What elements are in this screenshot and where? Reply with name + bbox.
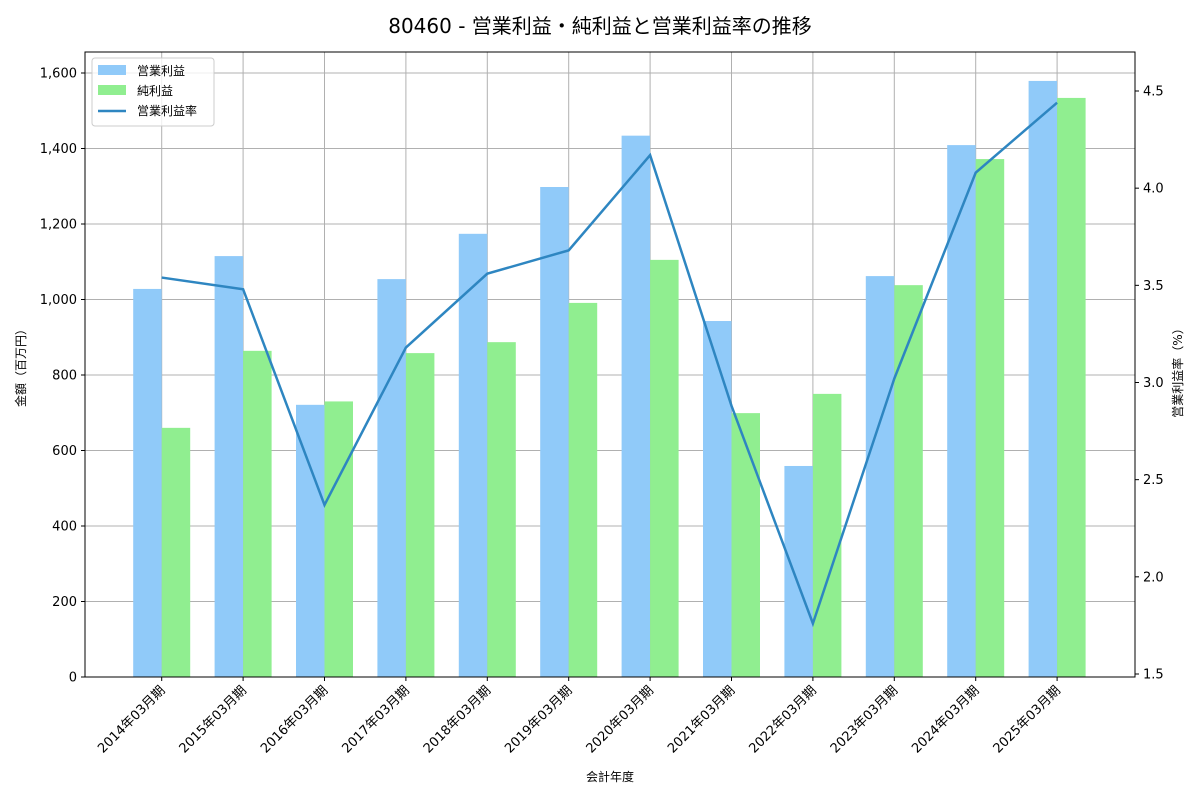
x-tick-label: 2016年03月期 [258,683,331,756]
legend-label-margin: 営業利益率 [137,103,197,118]
y-tick-label: 800 [52,369,77,384]
legend: 営業利益 純利益 営業利益率 [91,57,215,127]
y2-tick-label: 4.0 [1143,182,1164,197]
bar-operating-profit [377,279,406,677]
bar-operating-profit [540,187,569,677]
bars [133,80,1086,678]
rate-line [161,101,1058,628]
y2-tick-label: 3.5 [1143,279,1164,294]
y-tick-label: 0 [69,671,77,686]
x-tick-label: 2025年03月期 [991,683,1064,756]
y-tick-label: 1,200 [40,218,77,233]
plot-frame [84,51,1136,678]
bar-net-profit [243,350,272,677]
bar-operating-profit [947,145,976,678]
right-axis-ticks: 1.5 2.0 2.5 3.0 3.5 4.0 4.5 [1135,85,1164,683]
bar-operating-profit [296,404,325,677]
y2-tick-label: 3.0 [1143,376,1164,391]
y-tick-label: 1,600 [40,67,77,82]
x-tick-label: 2014年03月期 [95,683,168,756]
bar-net-profit [324,401,353,677]
bar-net-profit [405,353,435,677]
bar-net-profit [894,285,923,677]
bar-operating-profit [621,135,651,678]
chart-title: 80460 - 営業利益・純利益と営業利益率の推移 [388,14,812,38]
margin-line [161,101,1058,628]
y-tick-label: 1,400 [40,142,77,157]
bar-operating-profit [865,276,895,677]
bar-operating-profit [784,465,813,677]
bar-operating-profit [1028,80,1058,678]
x-tick-label: 2018年03月期 [421,683,494,756]
x-tick-label: 2019年03月期 [502,683,575,756]
legend-swatch-net-profit [98,85,126,95]
y2-tick-label: 1.5 [1143,668,1164,683]
bar-operating-profit [703,321,732,677]
bar-net-profit [650,259,679,677]
x-tick-label: 2015年03月期 [177,683,250,756]
x-axis-ticks: 2014年03月期 2015年03月期 2016年03月期 2017年03月期 2018… [95,677,1064,757]
y-tick-label: 400 [52,520,77,535]
x-tick-label: 2021年03月期 [665,683,738,756]
y-axis-label: 金額（百万円） [13,323,28,407]
legend-swatch-operating-profit [98,65,126,75]
x-axis-label: 会計年度 [586,769,634,784]
x-tick-label: 2017年03月期 [339,683,412,756]
bar-operating-profit [214,256,244,677]
y2-axis-label: 営業利益率（%） [1170,322,1185,417]
bar-net-profit [161,427,191,677]
bar-net-profit [731,413,760,677]
bar-net-profit [812,393,842,677]
bar-net-profit [487,342,516,677]
x-tick-label: 2023年03月期 [828,683,901,756]
x-tick-label: 2020年03月期 [584,683,657,756]
bar-net-profit [1057,97,1086,678]
y-tick-label: 200 [52,595,77,610]
x-tick-label: 2024年03月期 [909,683,982,756]
y-tick-label: 1,000 [40,293,77,308]
y2-tick-label: 4.5 [1143,85,1164,100]
x-tick-label: 2022年03月期 [746,683,819,756]
legend-label-operating-profit: 営業利益 [137,64,185,78]
bar-net-profit [568,302,598,677]
bar-net-profit [975,159,1005,677]
left-axis-ticks: 0 200 400 600 800 1,000 1,200 1,400 1,600 [40,67,85,686]
legend-label-net-profit: 純利益 [137,84,173,98]
bar-operating-profit [458,233,488,677]
y-tick-label: 600 [52,444,77,459]
y2-tick-label: 2.0 [1143,570,1164,585]
y2-tick-label: 2.5 [1143,473,1164,488]
bar-operating-profit [133,288,162,677]
